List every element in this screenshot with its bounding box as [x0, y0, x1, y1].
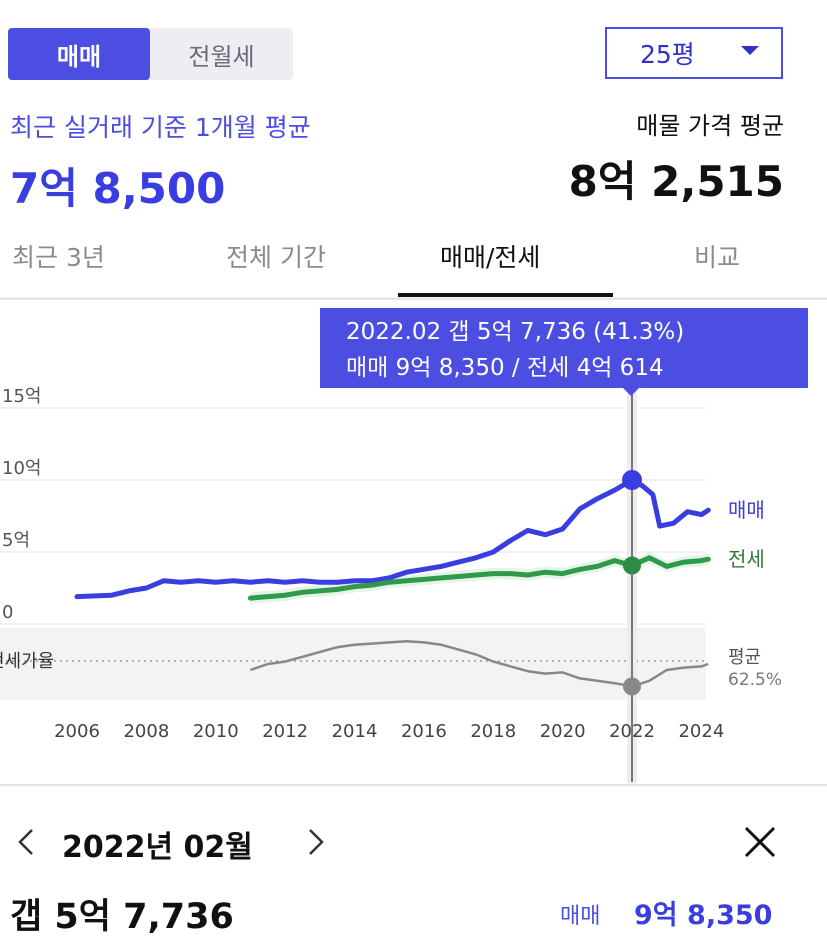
tooltip-line-gap: 2022.02 갭 5억 7,736 (41.3%) [346, 319, 685, 345]
ratio-average-label: 평균 [728, 647, 761, 668]
tab-all-period[interactable]: 전체 기간 [226, 243, 326, 272]
y-tick-label: 0 [2, 602, 13, 623]
period-tabs: 최근 3년 전체 기간 매매/전세 비교 [0, 228, 827, 300]
area-size-select[interactable]: 25평 [605, 27, 783, 79]
chevron-left-icon[interactable] [12, 824, 42, 860]
ratio-average-value: 62.5% [728, 670, 782, 690]
y-tick-label: 15억 [2, 386, 41, 407]
tab-sale-jeonse[interactable]: 매매/전세 [440, 243, 541, 272]
ratio-band-background [0, 628, 706, 700]
cursor-jeonse-point [623, 556, 641, 575]
ratio-series-label: 전세가율 [0, 651, 54, 672]
gap-amount: 갭 5억 7,736 [10, 897, 234, 937]
selected-month: 2022년 02월 [62, 830, 253, 865]
cursor-ratio-point [623, 677, 641, 696]
x-tick-label: 2020 [540, 721, 586, 742]
sale-series-label: 매매 [728, 498, 765, 522]
tooltip-pointer [621, 386, 641, 396]
chevron-down-icon [741, 46, 759, 55]
x-tick-label: 2016 [401, 721, 447, 742]
active-tab-underline [398, 293, 613, 297]
sale-price-line [74, 477, 711, 600]
x-tick-label: 2006 [54, 721, 100, 742]
jeonse-series-label: 전세 [728, 547, 765, 571]
tab-compare[interactable]: 비교 [694, 243, 741, 272]
recent-average-label: 최근 실거래 기준 1개월 평균 [10, 113, 311, 142]
x-tick-label: 2022 [609, 721, 655, 742]
ratio-line [249, 639, 709, 688]
close-icon[interactable] [740, 822, 780, 862]
tab-recent-3y[interactable]: 최근 3년 [12, 243, 105, 272]
x-tick-label: 2014 [332, 721, 378, 742]
listing-average-label: 매물 가격 평균 [636, 112, 784, 140]
sale-price-value: 9억 8,350 [634, 900, 773, 931]
y-tick-label: 5억 [2, 530, 30, 551]
listing-average-value: 8억 2,515 [568, 157, 784, 206]
y-tick-label: 10억 [2, 458, 41, 479]
x-tick-label: 2012 [262, 721, 308, 742]
recent-average-value: 7억 8,500 [10, 164, 226, 213]
x-tick-label: 2008 [123, 721, 169, 742]
area-size-value: 25평 [640, 40, 695, 69]
cursor-sale-point [622, 470, 642, 490]
jeonse-price-line [247, 555, 711, 601]
x-tick-label: 2024 [678, 721, 724, 742]
trade-type-sale-button[interactable]: 매매 [8, 28, 150, 80]
chevron-right-icon[interactable] [300, 824, 330, 860]
x-tick-label: 2018 [470, 721, 516, 742]
x-tick-label: 2010 [193, 721, 239, 742]
trade-type-toggle: 매매 전월세 [8, 28, 293, 80]
chart-tooltip: 2022.02 갭 5억 7,736 (41.3%) 매매 9억 8,350 /… [320, 308, 808, 388]
sale-price-label: 매매 [560, 904, 601, 929]
trade-type-rent-button[interactable]: 전월세 [188, 42, 255, 71]
tooltip-line-prices: 매매 9억 8,350 / 전세 4억 614 [346, 355, 664, 381]
